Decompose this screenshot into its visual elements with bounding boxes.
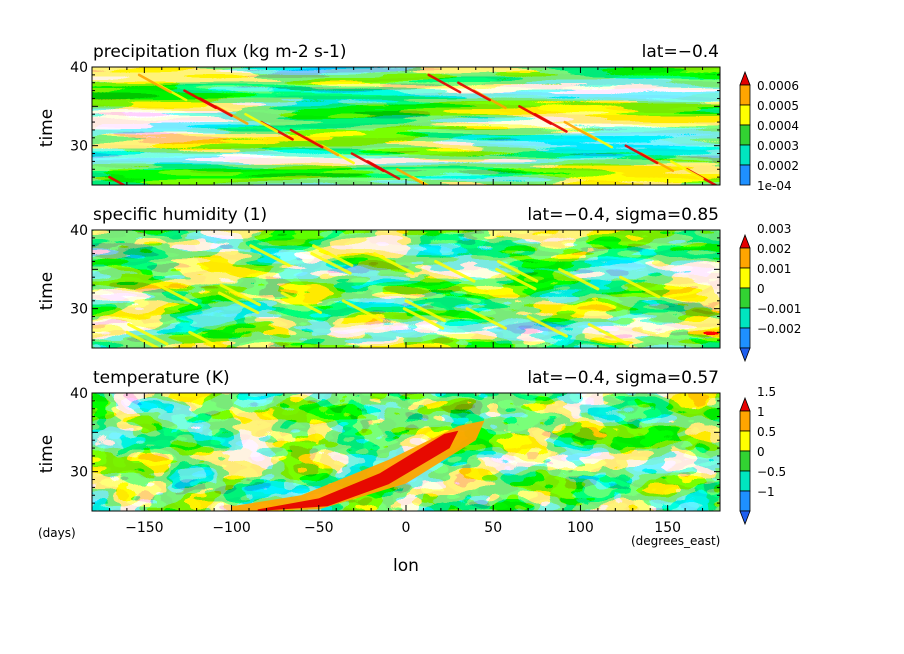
colorbar-box: [739, 124, 751, 146]
colorbar-max-arrow: [739, 70, 751, 86]
colorbar: −1 −0.5 0 0.5 1 1.5: [739, 385, 786, 526]
colorbar-label: 0.0006: [757, 79, 799, 93]
y-tick-label: 30: [70, 302, 88, 318]
colorbar-box: [739, 247, 751, 269]
colorbar-label: 1e-04: [757, 179, 792, 193]
panel-subtitle: lat=−0.4: [642, 42, 719, 62]
panel-title: precipitation flux (kg m-2 s-1): [93, 42, 346, 62]
panel-1: 30 40 time precipitation flux (kg m-2 s-1) l…: [37, 42, 799, 193]
x-tick-label: −50: [304, 520, 334, 536]
x-axis-label: lon: [393, 556, 419, 576]
x-units-label: (degrees_east): [631, 534, 720, 548]
colorbar-label: 0.0003: [757, 139, 799, 153]
colorbar-label: 1: [757, 405, 765, 419]
panel-3: 30 40 time temperature (K) lat=−0.4, sigma=0…: [37, 368, 786, 526]
colorbar-box: [739, 164, 751, 186]
panel-subtitle: lat=−0.4, sigma=0.57: [527, 368, 719, 388]
x-tick-label: 50: [484, 520, 502, 536]
colorbar-label: 0: [757, 445, 765, 459]
colorbar-label: 0.003: [757, 222, 791, 236]
heatmap-field: [92, 67, 720, 185]
colorbar-label: −0.5: [757, 465, 786, 479]
colorbar-box: [739, 470, 751, 492]
colorbar: 1e-04 0.0002 0.0003 0.0004 0.0005 0.0006: [739, 70, 799, 193]
y-tick-label: 30: [70, 139, 88, 155]
y-tick-label: 40: [70, 60, 88, 76]
x-tick-label: −150: [125, 520, 163, 536]
y-axis-label: time: [37, 109, 57, 147]
colorbar-box: [739, 144, 751, 166]
y-tick-label: 30: [70, 465, 88, 481]
y-axis-label: time: [37, 272, 57, 310]
colorbar-box: [739, 450, 751, 472]
colorbar-box: [739, 287, 751, 309]
colorbar-label: 1.5: [757, 385, 776, 399]
colorbar-label: 0: [757, 282, 765, 296]
panel-subtitle: lat=−0.4, sigma=0.85: [527, 205, 719, 225]
colorbar-box: [739, 430, 751, 452]
colorbar-label: 0.001: [757, 262, 791, 276]
colorbar-box: [739, 410, 751, 432]
y-tick-label: 40: [70, 223, 88, 239]
colorbar-box: [739, 84, 751, 106]
colorbar-max-arrow: [739, 233, 751, 249]
x-tick-label: 150: [654, 520, 681, 536]
colorbar-box: [739, 307, 751, 329]
colorbar-label: −1: [757, 485, 775, 499]
y-axis-label: time: [37, 435, 57, 473]
colorbar-label: 0.002: [757, 242, 791, 256]
panel-title: specific humidity (1): [93, 205, 267, 225]
colorbar-label: −0.001: [757, 302, 801, 316]
colorbar-box: [739, 104, 751, 126]
colorbar-min-arrow: [739, 510, 751, 526]
colorbar-box: [739, 267, 751, 289]
x-tick-label: 0: [402, 520, 411, 536]
colorbar-label: 0.0002: [757, 159, 799, 173]
colorbar-min-arrow: [739, 347, 751, 363]
x-tick-label: −100: [212, 520, 250, 536]
panel-title: temperature (K): [93, 368, 230, 388]
heatmap-field: [92, 230, 720, 348]
colorbar-label: −0.002: [757, 322, 801, 336]
colorbar-max-arrow: [739, 396, 751, 412]
panel-2: 30 40 time specific humidity (1) lat=−0.4, s…: [37, 205, 801, 363]
colorbar: −0.002 −0.001 0 0.001 0.002 0.003: [739, 222, 801, 363]
colorbar-label: 0.0005: [757, 99, 799, 113]
y-tick-label: 40: [70, 386, 88, 402]
colorbar-label: 0.5: [757, 425, 776, 439]
colorbar-label: 0.0004: [757, 119, 799, 133]
y-units-label: (days): [38, 526, 76, 540]
x-tick-label: 100: [567, 520, 594, 536]
colorbar-box: [739, 490, 751, 512]
colorbar-box: [739, 327, 751, 349]
